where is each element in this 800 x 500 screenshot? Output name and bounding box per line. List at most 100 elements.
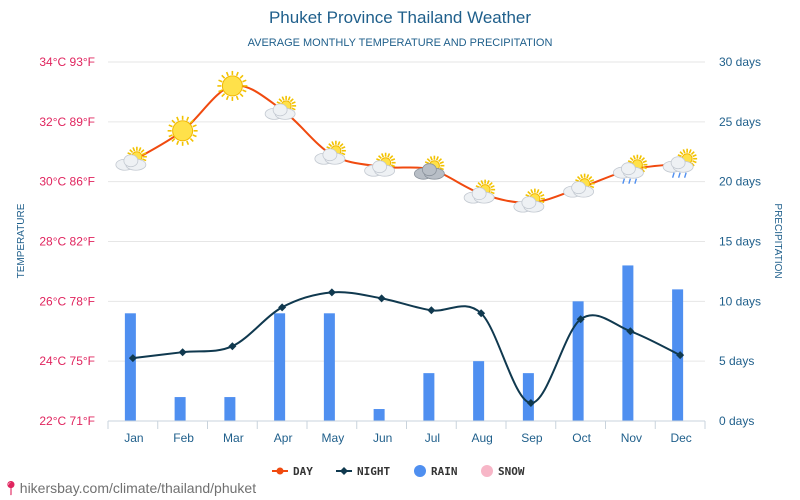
sun-ray — [682, 149, 686, 154]
sun-ray — [580, 174, 584, 179]
rain-bar — [373, 409, 385, 421]
legend-marker — [414, 465, 426, 477]
sun-ray — [235, 71, 239, 77]
y-axis-right: 30 days 25 days 20 days 15 days 10 days 5 day… — [719, 55, 761, 428]
sun-ray — [679, 151, 684, 156]
y-axis-left: 34°C 93°F 32°C 89°F 30°C 86°F 28°C 82°F 26°C… — [39, 55, 95, 428]
legend-marker — [276, 467, 284, 475]
night-point — [427, 306, 436, 315]
sun-ray — [387, 153, 391, 158]
legend-label: DAY — [293, 465, 313, 478]
sun-ray — [536, 189, 540, 194]
sun-ray — [140, 149, 145, 154]
x-tick-label: May — [322, 431, 345, 445]
rain-bar — [423, 373, 435, 421]
night-point — [377, 294, 386, 303]
cloud-part — [670, 156, 686, 170]
sun-ray — [381, 153, 385, 158]
y-tick-label: 26°C 78°F — [39, 294, 95, 308]
x-tick-label: Oct — [572, 431, 591, 445]
sun-ray — [540, 194, 545, 198]
sun-ray — [490, 191, 495, 195]
night-point — [278, 303, 287, 312]
sun-ray — [291, 101, 296, 105]
y2-tick-label: 30 days — [719, 55, 761, 69]
rain-bar — [572, 301, 584, 421]
partly-cloudy-icon — [314, 140, 346, 165]
sun-ray — [291, 107, 296, 111]
rain-drop — [683, 172, 687, 178]
sun-ray — [575, 179, 580, 183]
y2-tick-label: 5 days — [719, 354, 754, 368]
sun-ray — [171, 138, 176, 142]
legend-item-night: NIGHT — [336, 465, 390, 478]
sun-ray — [527, 190, 532, 195]
rain-drop — [677, 172, 681, 178]
night-point — [626, 327, 635, 336]
sun-ray — [235, 95, 239, 101]
partly-cloudy-icon — [364, 152, 396, 177]
sun-ray — [326, 146, 331, 150]
rain-bars — [124, 265, 684, 421]
legend-item-day: DAY — [272, 465, 313, 478]
x-tick-label: Jan — [124, 431, 143, 445]
partly-cloudy-icon — [463, 179, 496, 204]
sun-ray — [642, 166, 647, 170]
sun-ray — [287, 96, 291, 101]
sun-ray — [176, 116, 180, 121]
sun-ray — [242, 89, 247, 93]
cloud-part — [421, 163, 437, 177]
sun-ray — [186, 116, 190, 121]
rain-bar — [124, 313, 136, 421]
y-tick-label: 28°C 82°F — [39, 235, 95, 249]
footer[interactable]: 📍︎hikersbay.com/climate/thailand/phuket — [2, 480, 256, 497]
legend-label: RAIN — [431, 465, 458, 478]
sun-ray — [690, 162, 695, 167]
sun-ray — [586, 174, 590, 179]
rain-bar — [274, 313, 286, 421]
cloud-part — [571, 181, 587, 195]
night-point — [327, 288, 336, 297]
y-tick-label: 22°C 71°F — [39, 414, 95, 428]
night-line — [132, 291, 681, 405]
sun-ray — [192, 134, 197, 138]
sun-ray — [490, 185, 495, 189]
rain-bar — [473, 361, 485, 421]
legend: DAY NIGHT RAIN SNOW — [272, 465, 525, 478]
cloud-part — [372, 160, 388, 174]
sun-ray — [525, 194, 530, 198]
rain-bar — [174, 397, 186, 421]
x-tick-label: Feb — [173, 431, 194, 445]
sun-ray — [225, 71, 229, 77]
sun-ray — [488, 181, 493, 186]
sun-disc — [221, 75, 243, 97]
night-point — [526, 399, 535, 408]
sun-ray — [475, 185, 480, 189]
sun-ray — [331, 141, 335, 146]
rain-drop — [671, 172, 675, 178]
y-tick-label: 30°C 86°F — [39, 175, 95, 189]
cloud-part — [322, 148, 338, 162]
sun-ray — [486, 180, 490, 185]
sun-ray — [438, 158, 443, 163]
weather-icons — [115, 70, 698, 213]
footer-url[interactable]: hikersbay.com/climate/thailand/phuket — [19, 480, 257, 496]
sun-ray — [339, 143, 344, 148]
cloud-part — [620, 162, 636, 176]
x-tick-label: Mar — [223, 431, 244, 445]
cloud-part — [521, 196, 537, 210]
sun-ray — [189, 138, 194, 142]
night-point — [477, 309, 486, 318]
x-tick-label: Apr — [274, 431, 293, 445]
sun-ray — [480, 180, 484, 185]
sun-ray — [221, 93, 226, 98]
sun-ray — [129, 149, 134, 154]
sun-ray — [192, 124, 197, 128]
y-tick-label: 34°C 93°F — [39, 55, 95, 69]
sun-ray — [632, 155, 636, 160]
sun-ray — [688, 149, 692, 154]
sun-ray — [641, 157, 646, 162]
sun-ray — [377, 155, 382, 160]
y-tick-label: 24°C 75°F — [39, 354, 95, 368]
sun-ray — [589, 185, 595, 189]
